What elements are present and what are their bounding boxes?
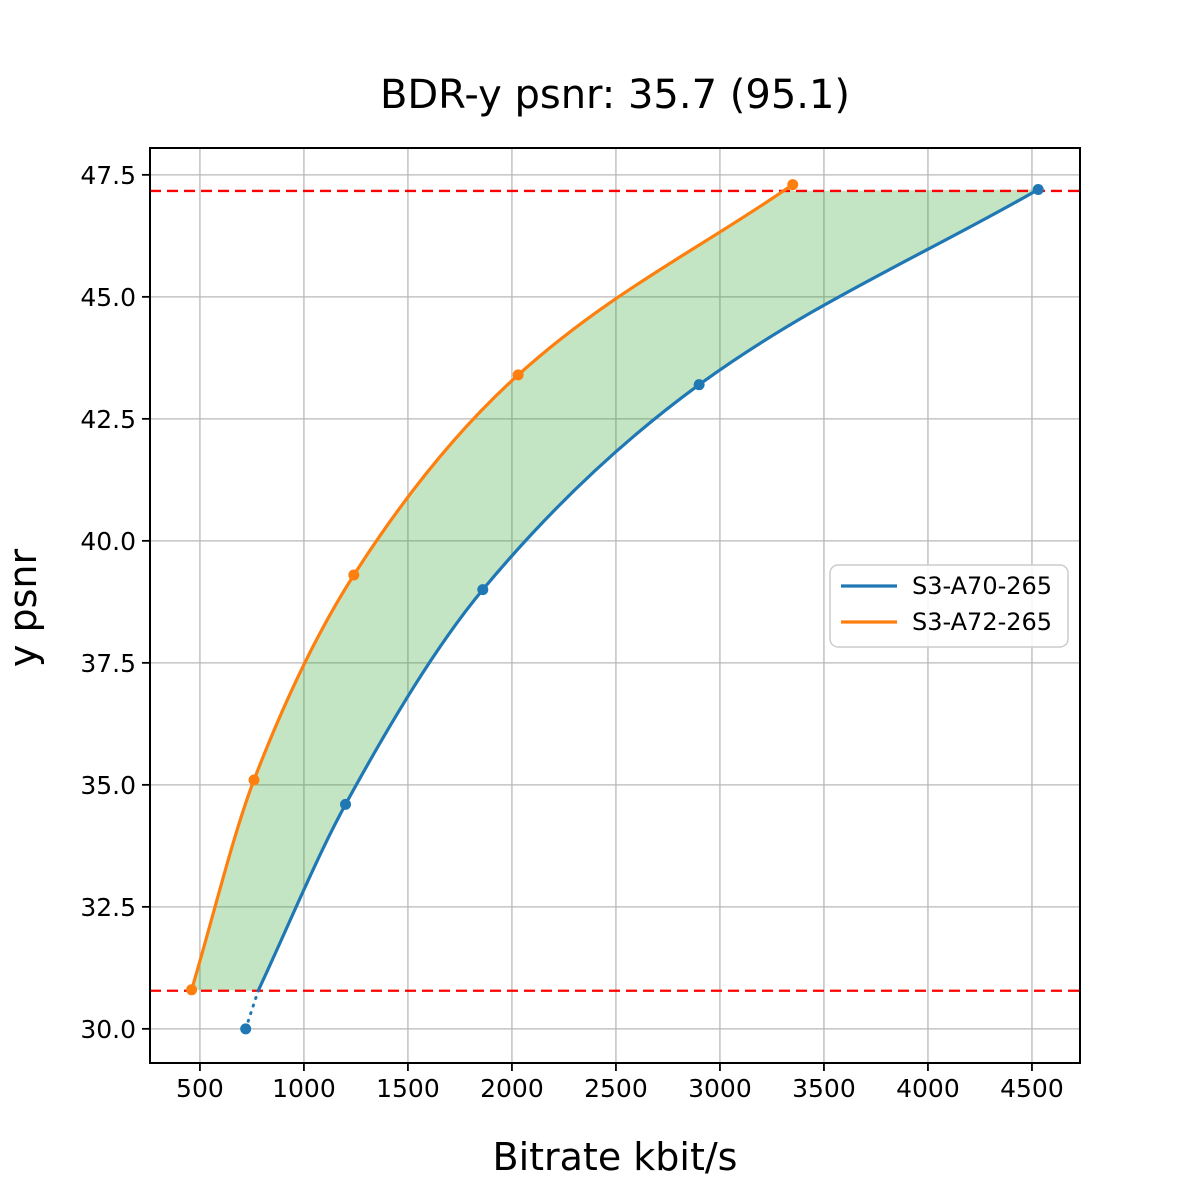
- bd-shaded-region: [191, 184, 1039, 991]
- gridlines: [150, 148, 1080, 1063]
- series-line-S3-A70-265: [256, 187, 1040, 993]
- data-point-S3-A70-265: [477, 584, 489, 596]
- axis-ticks: 500 1000 1500 2000 2500 3000 3500 4000 4500 30.0 3…: [80, 161, 1063, 1103]
- chart-title: BDR-y psnr: 35.7 (95.1): [380, 72, 850, 118]
- y-tick-label: 37.5: [80, 649, 136, 678]
- data-point-S3-A72-265: [248, 774, 260, 786]
- y-tick-label: 45.0: [80, 283, 136, 312]
- excluded-segment: [244, 989, 260, 1031]
- x-tick-label: 2500: [584, 1074, 648, 1103]
- legend-label-S3-A70-265: S3-A70-265: [912, 572, 1052, 600]
- x-tick-label: 1500: [376, 1074, 440, 1103]
- data-point-S3-A72-265: [348, 569, 360, 581]
- data-point-S3-A70-265: [340, 798, 352, 810]
- y-tick-label: 35.0: [80, 771, 136, 800]
- data-point-S3-A70-265: [240, 1023, 252, 1035]
- data-point-S3-A72-265: [787, 179, 799, 191]
- data-point-S3-A72-265: [512, 369, 524, 381]
- y-tick-label: 40.0: [80, 527, 136, 556]
- bd-integration-area: [191, 184, 1039, 991]
- x-tick-label: 2000: [480, 1074, 544, 1103]
- plot-border: [149, 147, 1081, 1064]
- x-tick-label: 3500: [792, 1074, 856, 1103]
- data-point-S3-A70-265: [1032, 183, 1044, 195]
- y-tick-label: 47.5: [80, 161, 136, 190]
- x-tick-label: 4500: [1000, 1074, 1064, 1103]
- data-point-S3-A70-265: [693, 379, 705, 391]
- reference-lines: [150, 189, 1080, 992]
- series-curves: [186, 179, 1044, 1035]
- y-axis-label: y psnr: [1, 549, 45, 668]
- x-tick-label: 3000: [688, 1074, 752, 1103]
- x-tick-label: 1000: [272, 1074, 336, 1103]
- x-tick-label: 4000: [896, 1074, 960, 1103]
- legend-label-S3-A72-265: S3-A72-265: [912, 608, 1052, 636]
- legend: S3-A70-265 S3-A72-265: [829, 564, 1069, 648]
- y-tick-label: 42.5: [80, 405, 136, 434]
- data-point-S3-A72-265: [186, 984, 198, 996]
- y-tick-label: 30.0: [80, 1015, 136, 1044]
- y-tick-label: 32.5: [80, 893, 136, 922]
- x-tick-label: 500: [176, 1074, 224, 1103]
- x-axis-label: Bitrate kbit/s: [493, 1135, 738, 1179]
- series-line-S3-A72-265: [190, 183, 795, 992]
- axes-frame: [149, 147, 1081, 1064]
